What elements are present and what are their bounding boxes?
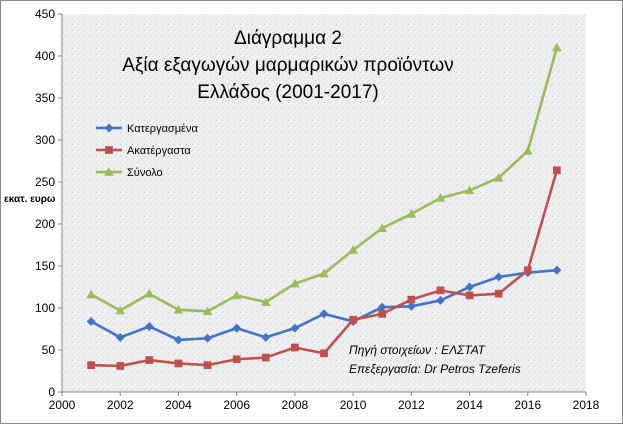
series-3-point bbox=[144, 288, 155, 298]
y-tick-label: 350 bbox=[35, 91, 55, 105]
series-2-point bbox=[291, 343, 299, 352]
series-1-point bbox=[319, 309, 329, 319]
x-tick-label: 2002 bbox=[107, 398, 134, 412]
x-tick-label: 2014 bbox=[456, 398, 483, 412]
series-3-point bbox=[377, 223, 388, 232]
chart-title-line-1: Διάγραμμα 2 bbox=[234, 28, 342, 49]
series-1-point bbox=[552, 265, 562, 275]
y-tick-label: 250 bbox=[35, 175, 55, 189]
series-1-point bbox=[144, 321, 154, 332]
series-3 bbox=[86, 42, 562, 316]
series-2-point bbox=[261, 353, 270, 362]
series-2 bbox=[87, 166, 561, 370]
series-1-point bbox=[203, 333, 213, 343]
series-group bbox=[86, 42, 562, 370]
series-3-point bbox=[290, 278, 300, 288]
series-2-point bbox=[87, 361, 95, 369]
series-3-point bbox=[348, 245, 358, 254]
series-2-point bbox=[407, 295, 416, 304]
legend-item-1: Κατεργασμένα bbox=[96, 123, 198, 135]
chart-title-line-3: Ελλάδος (2001-2017) bbox=[197, 82, 378, 103]
series-2-point bbox=[174, 359, 183, 368]
series-3-point bbox=[522, 146, 533, 155]
x-tick-label: 2010 bbox=[340, 398, 367, 412]
series-2-point bbox=[232, 355, 241, 364]
series-3-point bbox=[493, 172, 504, 182]
y-tick-label: 450 bbox=[35, 7, 55, 21]
series-1-point bbox=[465, 282, 475, 292]
y-tick-label: 200 bbox=[35, 217, 55, 231]
y-tick-label: 100 bbox=[35, 301, 55, 315]
chart-title-line-2: Αξία εξαγωγών μαρμαρικών προϊόντων bbox=[122, 55, 454, 76]
series-2-point bbox=[465, 291, 474, 300]
source-note-line-2: Επεξεργασία: Dr Petros Tzeferis bbox=[349, 362, 521, 376]
series-2-point bbox=[320, 349, 328, 358]
x-tick-label: 2018 bbox=[573, 398, 600, 412]
series-1-point bbox=[494, 272, 504, 282]
series-2-point bbox=[436, 286, 445, 295]
series-1-point bbox=[406, 301, 416, 311]
y-tick-label: 400 bbox=[35, 49, 55, 63]
series-2-point bbox=[378, 310, 387, 318]
y-axis-label: εκατ. ευρω bbox=[4, 194, 56, 205]
series-2-point bbox=[145, 356, 154, 364]
x-tick-label: 2012 bbox=[398, 398, 425, 412]
series-2-point bbox=[349, 315, 357, 324]
chart-title: Διάγραμμα 2 Αξία εξαγωγών μαρμαρικών προ… bbox=[122, 28, 454, 103]
x-tick-label: 2008 bbox=[282, 398, 309, 412]
series-1-point bbox=[115, 332, 125, 342]
x-tick-label: 2006 bbox=[223, 398, 250, 412]
series-1-point bbox=[435, 295, 445, 305]
source-note: Πηγή στοιχείων : ΕΛΣΤΑΤ Επεξεργασία: Dr … bbox=[349, 343, 521, 376]
series-3-point bbox=[115, 305, 126, 315]
series-2-point bbox=[523, 266, 532, 275]
legend-label: Κατεργασμένα bbox=[127, 123, 198, 135]
x-tick-label: 2004 bbox=[165, 398, 192, 412]
series-3-point bbox=[173, 304, 184, 314]
x-tick-label: 2000 bbox=[49, 398, 76, 412]
series-1 bbox=[86, 265, 562, 345]
legend-swatch-marker bbox=[104, 123, 114, 133]
legend-label: Ακατέργαστα bbox=[127, 145, 191, 157]
source-note-line-1: Πηγή στοιχείων : ΕΛΣΤΑΤ bbox=[349, 343, 487, 357]
legend-item-3: Σύνολο bbox=[96, 167, 163, 179]
y-tick-label: 50 bbox=[42, 343, 56, 357]
series-3-point bbox=[464, 185, 475, 195]
y-tick-label: 300 bbox=[35, 133, 55, 147]
series-3-point bbox=[260, 297, 271, 306]
legend-swatch-marker bbox=[104, 167, 114, 176]
series-1-point bbox=[232, 323, 242, 333]
series-1-point bbox=[173, 335, 183, 345]
series-2-point bbox=[494, 289, 503, 298]
axes: 0 50 100 150 200 250 300 350 400 450 2000 2002 2004 2… bbox=[35, 7, 600, 412]
series-3-point bbox=[552, 42, 562, 52]
legend-item-2: Ακατέργαστα bbox=[96, 145, 191, 157]
legend-label: Σύνολο bbox=[127, 167, 163, 179]
series-1-point bbox=[86, 316, 96, 326]
series-1-point bbox=[261, 332, 271, 342]
series-2-point bbox=[203, 361, 212, 369]
series-3-point bbox=[406, 209, 417, 218]
series-1-point bbox=[290, 323, 300, 333]
y-tick-label: 0 bbox=[48, 385, 55, 399]
legend: Κατεργασμένα Ακατέργαστα Σύνολο bbox=[96, 123, 198, 179]
series-3-point bbox=[86, 289, 96, 299]
legend-swatch-marker bbox=[105, 146, 113, 154]
series-3-point bbox=[202, 306, 213, 316]
y-tick-label: 150 bbox=[35, 259, 55, 273]
series-2-point bbox=[116, 362, 125, 370]
series-3-point bbox=[319, 268, 329, 278]
series-3-point bbox=[231, 290, 242, 300]
series-2-point bbox=[553, 166, 561, 175]
x-tick-label: 2016 bbox=[514, 398, 541, 412]
series-3-point bbox=[435, 193, 446, 202]
